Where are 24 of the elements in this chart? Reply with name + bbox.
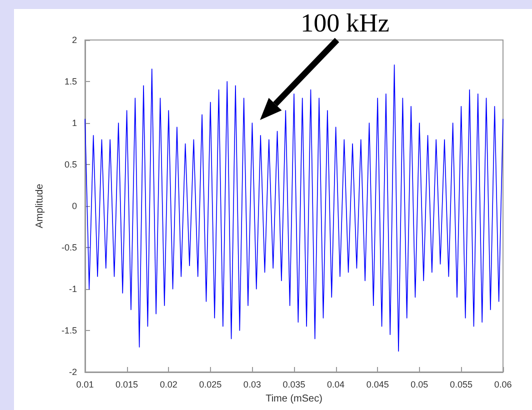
x-tick-label: 0.025	[199, 380, 222, 390]
x-tick-label: 0.03	[243, 380, 261, 390]
y-tick-label: -1	[68, 284, 77, 294]
y-tick-label: -1.5	[61, 326, 77, 336]
y-tick-label: 2	[72, 35, 77, 45]
y-tick-label: 1	[72, 118, 77, 128]
y-axis-title: Amplitude	[34, 183, 46, 228]
x-tick-label: 0.06	[494, 380, 512, 390]
y-tick-label: -0.5	[61, 242, 77, 252]
x-tick-label: 0.04	[327, 380, 345, 390]
x-tick-label: 0.01	[76, 380, 94, 390]
line-series	[84, 64, 504, 352]
y-tick-label: -2	[68, 367, 77, 377]
y-tick-label: 1.5	[64, 76, 77, 86]
x-tick-label: 0.02	[160, 380, 178, 390]
text: 100 kHz	[300, 8, 390, 38]
y-tick-label: 0.5	[64, 160, 77, 170]
x-tick-label: 0.015	[116, 380, 138, 390]
x-tick-label: 0.035	[282, 380, 306, 390]
x-tick-label: 0.055	[450, 380, 472, 390]
x-tick-label: 0.045	[366, 380, 389, 390]
x-tick-label: 0.05	[410, 380, 428, 390]
x-axis-title: Time (mSec)	[266, 393, 322, 404]
y-tick-label: 0	[72, 201, 77, 211]
